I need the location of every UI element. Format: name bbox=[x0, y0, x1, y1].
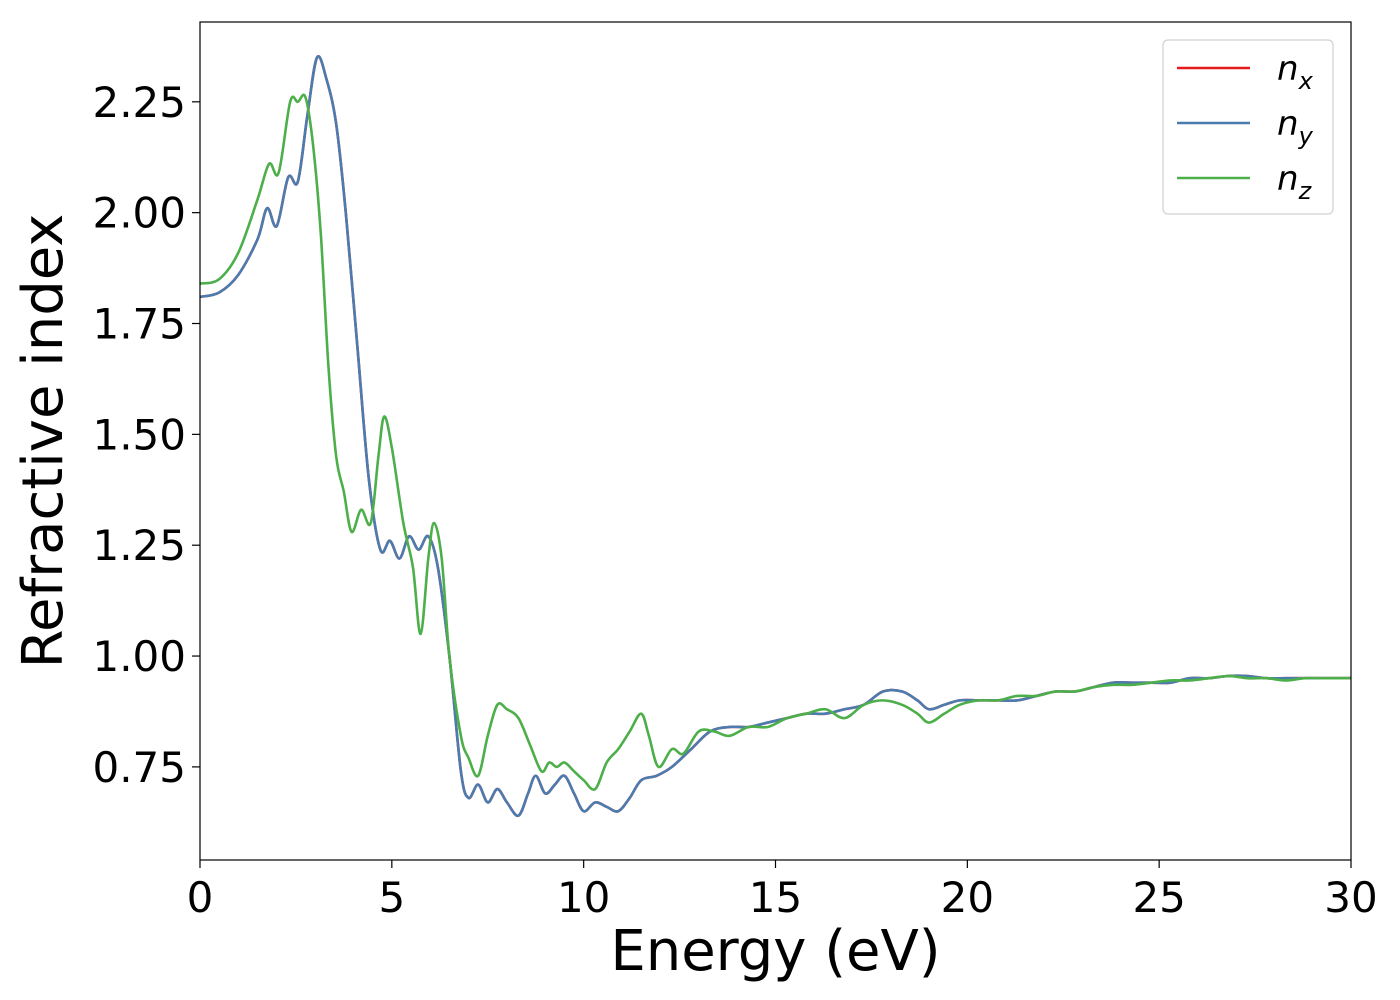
x-tick-label: 20 bbox=[941, 873, 994, 922]
x-tick-label: 15 bbox=[749, 873, 802, 922]
y-tick-label: 1.25 bbox=[92, 521, 186, 570]
y-tick-label: 2.25 bbox=[92, 78, 186, 127]
x-tick-label: 5 bbox=[378, 873, 405, 922]
y-axis-ticks: 0.75 1.00 1.25 1.50 1.75 2.00 2.25 bbox=[92, 78, 200, 792]
y-tick-label: 1.50 bbox=[92, 410, 186, 459]
x-tick-label: 30 bbox=[1324, 873, 1377, 922]
x-tick-label: 0 bbox=[187, 873, 214, 922]
y-tick-label: 1.00 bbox=[92, 632, 186, 681]
legend-box bbox=[1162, 39, 1334, 215]
series-line-z bbox=[200, 93, 1351, 791]
x-axis-ticks: 0 5 10 15 20 25 30 bbox=[187, 860, 1378, 922]
y-tick-label: 2.00 bbox=[92, 189, 186, 238]
legend-label-z: nz bbox=[1277, 159, 1313, 205]
x-tick-label: 10 bbox=[557, 873, 610, 922]
y-tick-label: 1.75 bbox=[92, 300, 186, 349]
y-tick-label: 0.75 bbox=[92, 743, 186, 792]
y-axis-title: Refractive index bbox=[11, 214, 76, 669]
series-layer bbox=[200, 54, 1351, 817]
x-tick-label: 25 bbox=[1132, 873, 1185, 922]
x-axis-title: Energy (eV) bbox=[610, 919, 940, 984]
